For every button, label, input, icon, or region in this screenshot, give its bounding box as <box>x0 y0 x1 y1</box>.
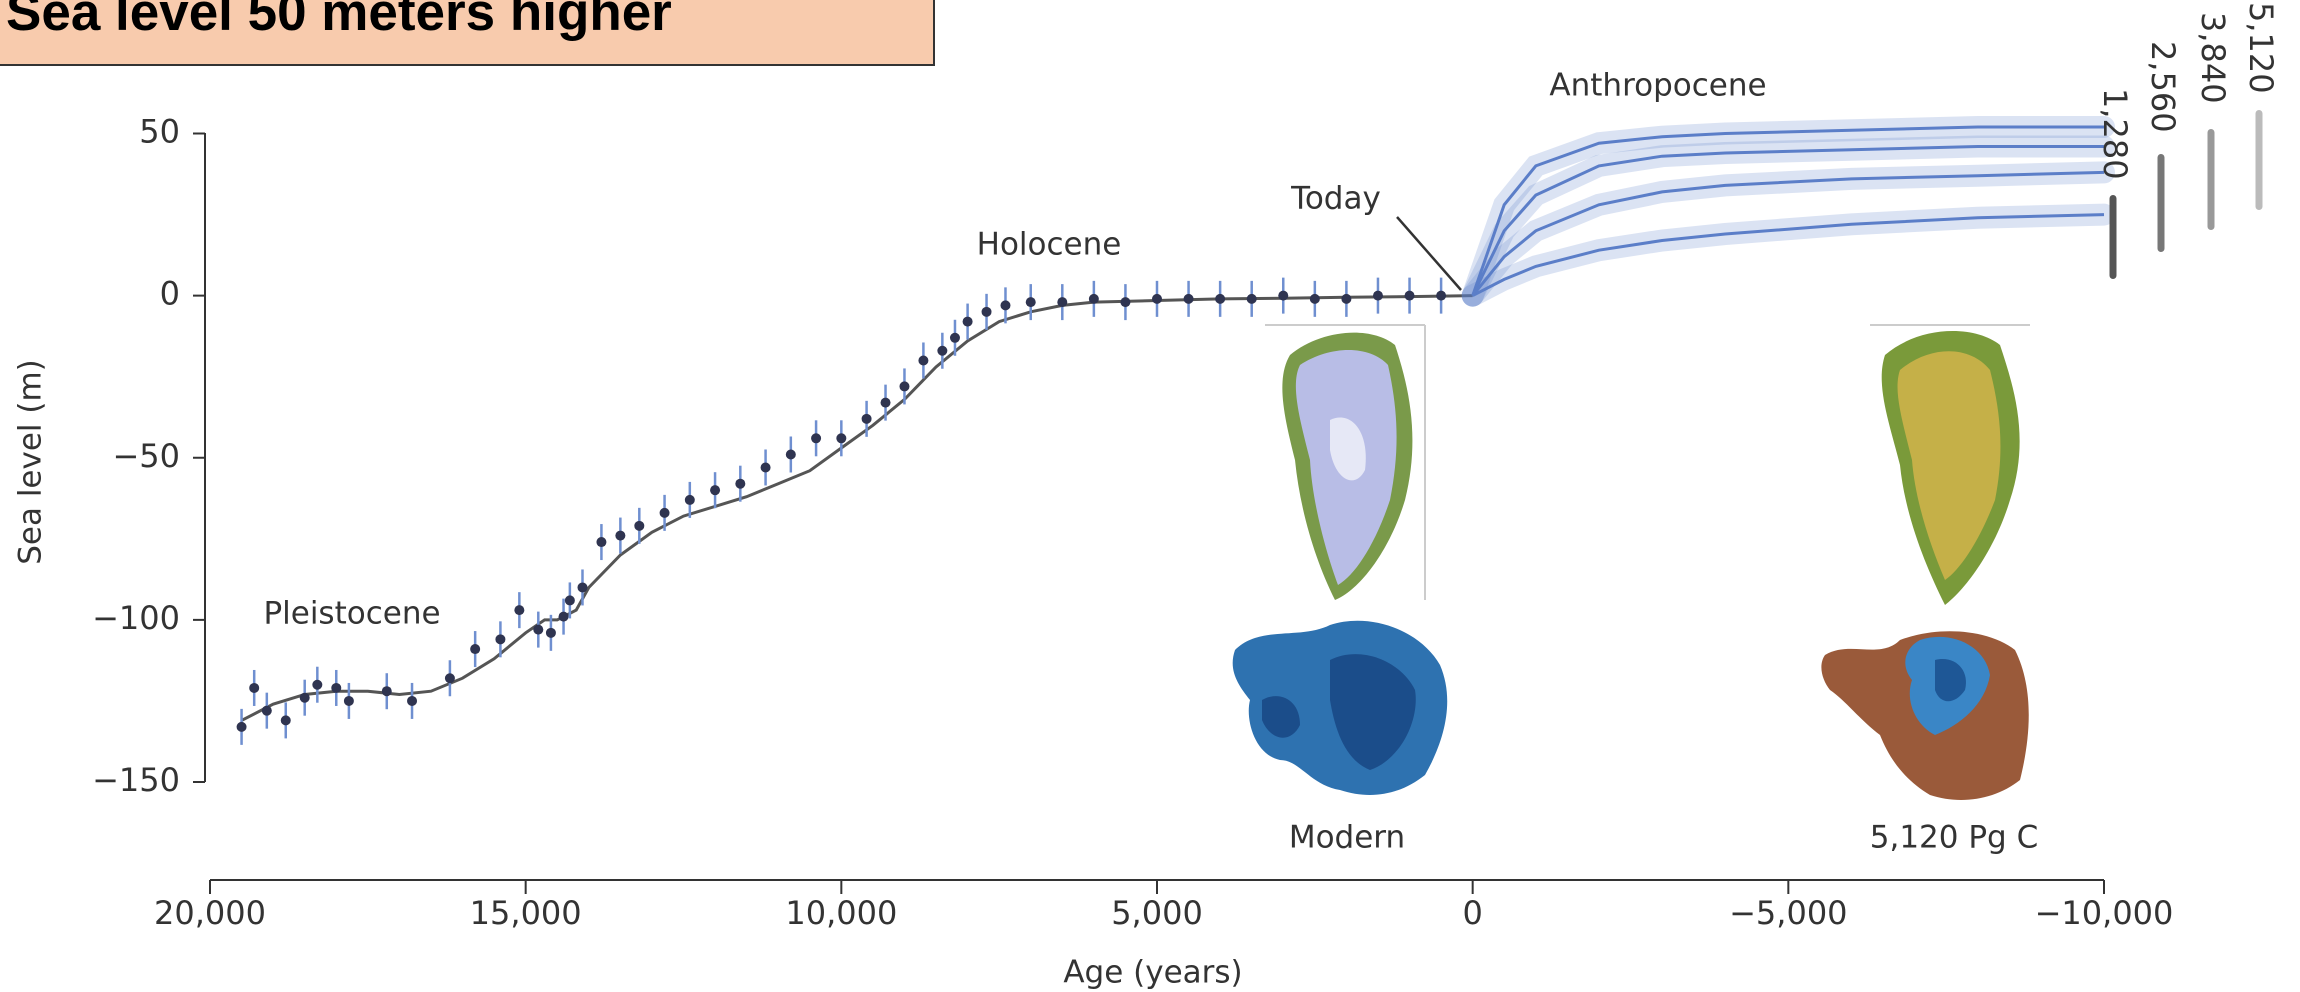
y-tick-label: −150 <box>92 761 180 799</box>
data-point <box>533 624 544 635</box>
data-point <box>299 692 310 703</box>
annotation: 5,120 Pg C <box>1870 820 2038 856</box>
data-point <box>514 605 525 616</box>
data-point <box>962 316 973 327</box>
x-tick-label: −10,000 <box>2035 894 2174 932</box>
today-pointer <box>1396 216 1462 291</box>
annotation: Anthropocene <box>1549 68 1766 104</box>
annotation: Pleistocene <box>263 596 440 632</box>
y-tick-label: −50 <box>112 437 180 475</box>
legend-label: 5,120 <box>2242 2 2280 94</box>
data-point <box>236 721 247 732</box>
data-point <box>331 682 342 693</box>
fit-line <box>240 294 1473 722</box>
data-point <box>1372 290 1383 301</box>
data-point <box>1152 293 1162 304</box>
data-point <box>684 494 695 505</box>
projection-line <box>1471 145 2104 297</box>
x-tick-label: 0 <box>1462 894 1482 932</box>
data-point <box>1088 293 1099 304</box>
legend-label: 1,280 <box>2096 88 2134 180</box>
data-point <box>249 682 260 693</box>
legend-key <box>2109 195 2117 279</box>
data-point <box>1341 293 1352 304</box>
data-point <box>1120 297 1131 308</box>
data-point <box>545 627 556 638</box>
projection-line <box>1472 213 2105 297</box>
x-tick-label: 20,000 <box>154 894 266 932</box>
data-point <box>1309 293 1320 304</box>
data-point <box>1183 293 1194 304</box>
projection-line <box>1471 125 2104 297</box>
projection-line <box>1471 170 2105 297</box>
data-point <box>1057 297 1068 308</box>
x-axis-label: Age (years) <box>1063 955 1242 991</box>
data-point <box>261 705 272 716</box>
data-point <box>861 413 872 424</box>
legend-label: 3,840 <box>2194 12 2232 104</box>
data-point <box>1404 290 1415 301</box>
annotation: Today <box>1290 181 1381 217</box>
y-axis-label: Sea level (m) <box>13 359 49 565</box>
data-point <box>760 462 771 473</box>
legend-key <box>2157 154 2165 252</box>
y-tick-label: −100 <box>92 599 180 637</box>
title-box <box>0 0 935 66</box>
data-point <box>836 433 847 444</box>
y-tick-label: 0 <box>160 275 180 313</box>
data-point <box>634 520 645 531</box>
data-point <box>880 397 891 408</box>
data-point <box>1436 290 1447 301</box>
data-point <box>937 345 948 356</box>
legend-key <box>2255 110 2263 210</box>
annotation: Modern <box>1289 820 1405 856</box>
data-point <box>564 595 575 606</box>
map-antarctica-future <box>1821 631 2029 800</box>
data-point <box>949 332 960 343</box>
data-point <box>785 449 796 460</box>
data-point <box>1246 293 1257 304</box>
y-tick-label: 50 <box>139 113 180 151</box>
data-point <box>811 433 822 444</box>
data-point <box>918 355 929 366</box>
map-antarctica-modern <box>1232 620 1448 795</box>
map-greenland-modern <box>1265 324 1426 600</box>
data-point <box>381 686 392 697</box>
map-greenland-future <box>1870 324 2030 605</box>
data-point <box>735 478 746 489</box>
data-point <box>495 634 506 645</box>
data-point <box>596 537 607 548</box>
legend-key <box>2207 129 2215 230</box>
chart-title: Sea level 50 meters higher <box>6 0 672 42</box>
legend-label: 2,560 <box>2144 41 2182 133</box>
data-point <box>1215 293 1226 304</box>
data-point <box>407 695 418 706</box>
data-point <box>280 715 291 726</box>
data-point <box>1025 297 1036 308</box>
data-point <box>312 679 323 690</box>
annotation: Holocene <box>977 227 1122 263</box>
data-point <box>615 530 626 541</box>
x-tick-label: 5,000 <box>1111 894 1203 932</box>
data-point <box>981 306 992 317</box>
x-tick-label: 10,000 <box>785 894 897 932</box>
x-tick-label: 15,000 <box>470 894 582 932</box>
data-point <box>444 673 455 684</box>
data-point <box>1000 300 1011 311</box>
data-point <box>558 611 569 622</box>
data-point <box>710 485 721 496</box>
x-tick-label: −5,000 <box>1729 894 1847 932</box>
data-point <box>343 695 354 706</box>
data-point <box>577 582 588 593</box>
data-point <box>1278 290 1289 301</box>
data-point <box>659 507 670 518</box>
data-point <box>470 644 481 655</box>
data-point <box>899 381 910 392</box>
